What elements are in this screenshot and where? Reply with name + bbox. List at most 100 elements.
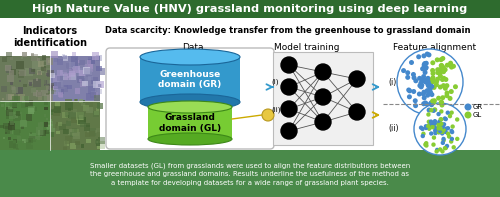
FancyBboxPatch shape	[34, 107, 37, 111]
FancyBboxPatch shape	[38, 71, 42, 75]
FancyBboxPatch shape	[63, 146, 67, 150]
Circle shape	[438, 129, 442, 133]
FancyBboxPatch shape	[86, 107, 92, 113]
Circle shape	[434, 57, 440, 62]
Circle shape	[445, 144, 449, 148]
Circle shape	[433, 128, 438, 133]
FancyBboxPatch shape	[31, 88, 36, 93]
Circle shape	[438, 127, 442, 131]
FancyBboxPatch shape	[60, 140, 67, 147]
Circle shape	[428, 87, 432, 92]
FancyBboxPatch shape	[76, 141, 80, 145]
FancyBboxPatch shape	[28, 106, 34, 112]
Text: (i): (i)	[388, 77, 396, 86]
Circle shape	[418, 84, 424, 89]
FancyBboxPatch shape	[18, 72, 21, 74]
Circle shape	[426, 124, 430, 128]
Circle shape	[422, 90, 426, 95]
Circle shape	[417, 92, 422, 97]
FancyBboxPatch shape	[50, 119, 52, 122]
FancyBboxPatch shape	[48, 60, 50, 63]
FancyBboxPatch shape	[53, 113, 61, 121]
FancyBboxPatch shape	[64, 141, 70, 146]
FancyBboxPatch shape	[98, 84, 100, 87]
FancyBboxPatch shape	[61, 85, 68, 92]
Circle shape	[422, 61, 428, 66]
FancyBboxPatch shape	[44, 68, 46, 71]
FancyBboxPatch shape	[84, 64, 88, 68]
FancyBboxPatch shape	[50, 56, 100, 101]
FancyBboxPatch shape	[94, 95, 100, 102]
FancyBboxPatch shape	[40, 130, 46, 136]
FancyBboxPatch shape	[68, 129, 74, 135]
FancyBboxPatch shape	[66, 121, 71, 126]
FancyBboxPatch shape	[86, 71, 92, 77]
Circle shape	[426, 52, 432, 57]
Circle shape	[439, 100, 444, 105]
FancyBboxPatch shape	[78, 117, 86, 125]
FancyBboxPatch shape	[43, 76, 46, 79]
FancyBboxPatch shape	[86, 123, 90, 127]
FancyBboxPatch shape	[14, 112, 22, 120]
Circle shape	[422, 77, 426, 82]
Circle shape	[432, 121, 437, 126]
Circle shape	[421, 101, 426, 106]
FancyBboxPatch shape	[64, 85, 67, 87]
Circle shape	[438, 128, 442, 132]
FancyBboxPatch shape	[84, 112, 86, 114]
FancyBboxPatch shape	[37, 70, 42, 75]
FancyBboxPatch shape	[58, 122, 62, 126]
Circle shape	[455, 137, 460, 141]
Circle shape	[440, 95, 446, 100]
Circle shape	[422, 78, 427, 83]
Circle shape	[423, 142, 428, 147]
Text: Data: Data	[182, 43, 204, 51]
FancyBboxPatch shape	[50, 101, 100, 150]
FancyBboxPatch shape	[79, 70, 85, 76]
Circle shape	[449, 139, 454, 144]
FancyBboxPatch shape	[65, 117, 71, 123]
FancyBboxPatch shape	[28, 80, 33, 84]
Text: Feature alignment: Feature alignment	[394, 43, 476, 51]
Circle shape	[436, 112, 441, 116]
FancyBboxPatch shape	[2, 94, 8, 99]
Circle shape	[407, 94, 412, 99]
FancyBboxPatch shape	[0, 0, 500, 18]
FancyBboxPatch shape	[44, 101, 48, 105]
FancyBboxPatch shape	[96, 139, 98, 141]
FancyBboxPatch shape	[18, 94, 26, 101]
FancyBboxPatch shape	[51, 109, 54, 112]
Circle shape	[440, 103, 444, 108]
Circle shape	[432, 119, 437, 123]
Circle shape	[444, 91, 450, 96]
Circle shape	[440, 125, 445, 129]
Circle shape	[440, 56, 446, 61]
Circle shape	[432, 142, 436, 147]
FancyBboxPatch shape	[12, 138, 18, 143]
FancyBboxPatch shape	[88, 76, 92, 80]
FancyBboxPatch shape	[69, 62, 75, 68]
FancyBboxPatch shape	[44, 122, 49, 127]
Circle shape	[438, 126, 442, 131]
FancyBboxPatch shape	[94, 111, 99, 115]
FancyBboxPatch shape	[96, 55, 102, 61]
FancyBboxPatch shape	[56, 122, 59, 125]
FancyBboxPatch shape	[5, 65, 10, 71]
Circle shape	[429, 102, 434, 107]
Circle shape	[433, 131, 438, 135]
FancyBboxPatch shape	[82, 100, 86, 103]
FancyBboxPatch shape	[48, 83, 54, 90]
Circle shape	[432, 107, 438, 112]
Text: GR: GR	[473, 104, 483, 110]
Circle shape	[440, 141, 445, 145]
Circle shape	[416, 54, 421, 59]
FancyBboxPatch shape	[57, 70, 63, 76]
Circle shape	[447, 134, 452, 139]
Circle shape	[449, 89, 454, 94]
Circle shape	[439, 122, 444, 126]
FancyBboxPatch shape	[62, 54, 65, 57]
FancyBboxPatch shape	[66, 120, 68, 122]
FancyBboxPatch shape	[6, 109, 14, 116]
FancyBboxPatch shape	[30, 102, 32, 105]
Circle shape	[430, 123, 434, 128]
